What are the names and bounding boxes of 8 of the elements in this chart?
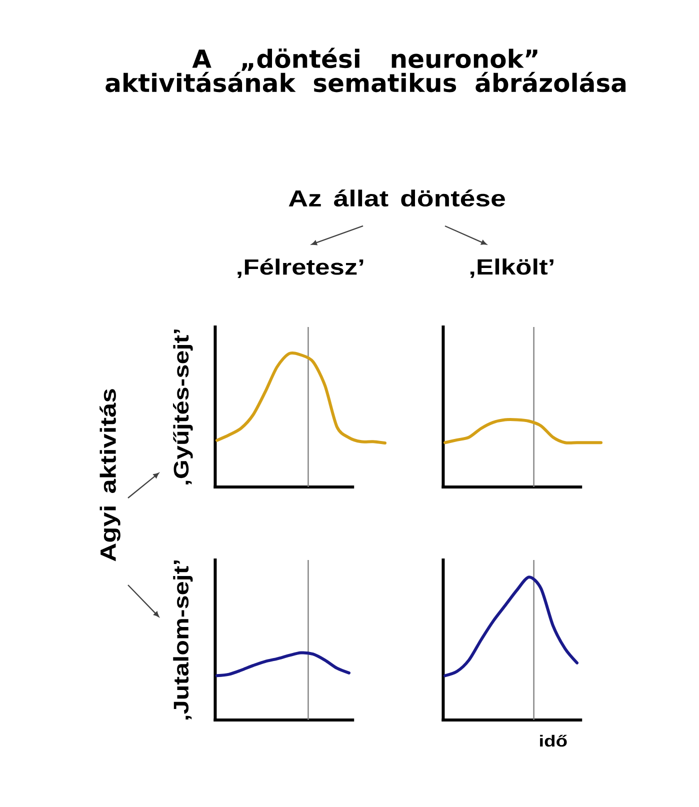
chart-title: ‚Félretesz’	[238, 258, 364, 278]
chart-title: ‚Elkölt’	[470, 258, 554, 278]
x-axis-title: idő	[540, 734, 567, 747]
y-axis-title: ‚Jutalom-sejt’	[173, 560, 193, 720]
text: Az állat döntése	[288, 189, 505, 207]
text: A „döntési neuronok” aktivitásának sematikus ábrázolása	[106, 48, 626, 92]
text: Agyi aktivitás	[100, 389, 120, 562]
y-axis-title: ‚Gyűjtés-sejt’	[173, 330, 193, 484]
